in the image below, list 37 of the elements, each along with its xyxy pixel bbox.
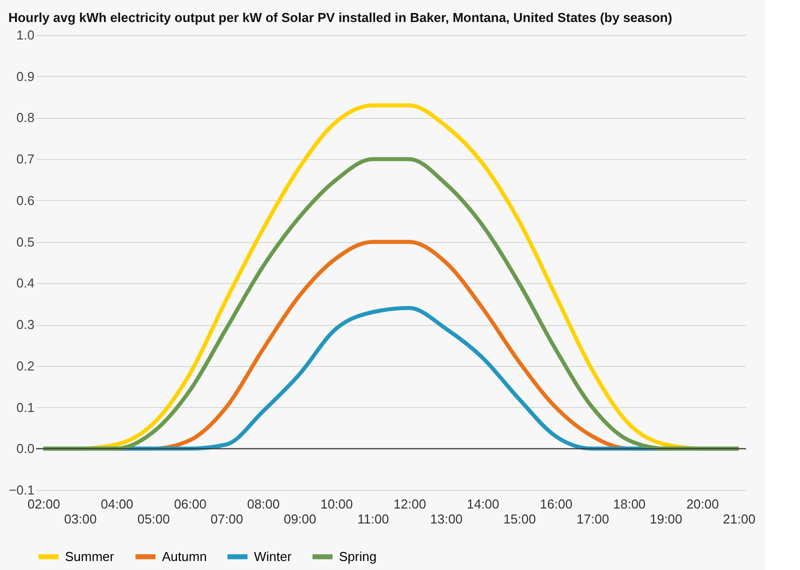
y-tick-label: 0.4 <box>16 276 34 291</box>
x-tick-label: 10:00 <box>320 496 353 512</box>
chart-title: Hourly avg kWh electricity output per kW of Solar PV installed in Baker, Montana, United States (by season) <box>8 10 672 25</box>
x-tick-label: 15:00 <box>503 512 536 526</box>
x-tick-label: 11:00 <box>357 512 389 526</box>
y-tick-label: 1.0 <box>16 28 34 42</box>
x-tick-label: 18:00 <box>613 496 646 512</box>
y-tick-label: 0.3 <box>16 317 34 332</box>
x-tick-label: 02:00 <box>28 496 60 512</box>
x-tick-label: 07:00 <box>210 512 244 526</box>
y-tick-label: 0.5 <box>16 234 34 250</box>
y-tick-label: 0.9 <box>16 68 34 84</box>
x-tick-label: 14:00 <box>466 496 500 512</box>
y-tick-label: −0.1 <box>8 482 34 498</box>
legend-label: Winter <box>254 548 292 564</box>
x-tick-label: 03:00 <box>64 512 97 526</box>
y-tick-label: 0.8 <box>16 110 34 126</box>
legend-label: Summer <box>65 548 115 564</box>
y-tick-label: 0.6 <box>16 192 34 208</box>
x-tick-label: 04:00 <box>100 496 134 512</box>
y-tick-label: 0.0 <box>16 441 34 456</box>
x-tick-label: 06:00 <box>174 496 206 512</box>
legend-label: Autumn <box>162 548 207 564</box>
legend-label: Spring <box>339 548 377 564</box>
x-tick-label: 12:00 <box>394 496 426 512</box>
x-tick-label: 13:00 <box>430 512 463 526</box>
y-tick-label: 0.7 <box>16 152 34 167</box>
x-tick-label: 19:00 <box>650 512 682 526</box>
x-tick-label: 17:00 <box>576 512 610 526</box>
x-tick-label: 09:00 <box>284 512 316 526</box>
y-tick-label: 0.2 <box>16 358 34 374</box>
x-tick-label: 21:00 <box>722 512 756 526</box>
x-tick-label: 08:00 <box>247 496 280 512</box>
x-tick-label: 05:00 <box>137 512 170 526</box>
x-tick-label: 16:00 <box>540 496 572 512</box>
y-tick-label: 0.1 <box>16 400 34 415</box>
x-tick-label: 20:00 <box>686 496 719 512</box>
